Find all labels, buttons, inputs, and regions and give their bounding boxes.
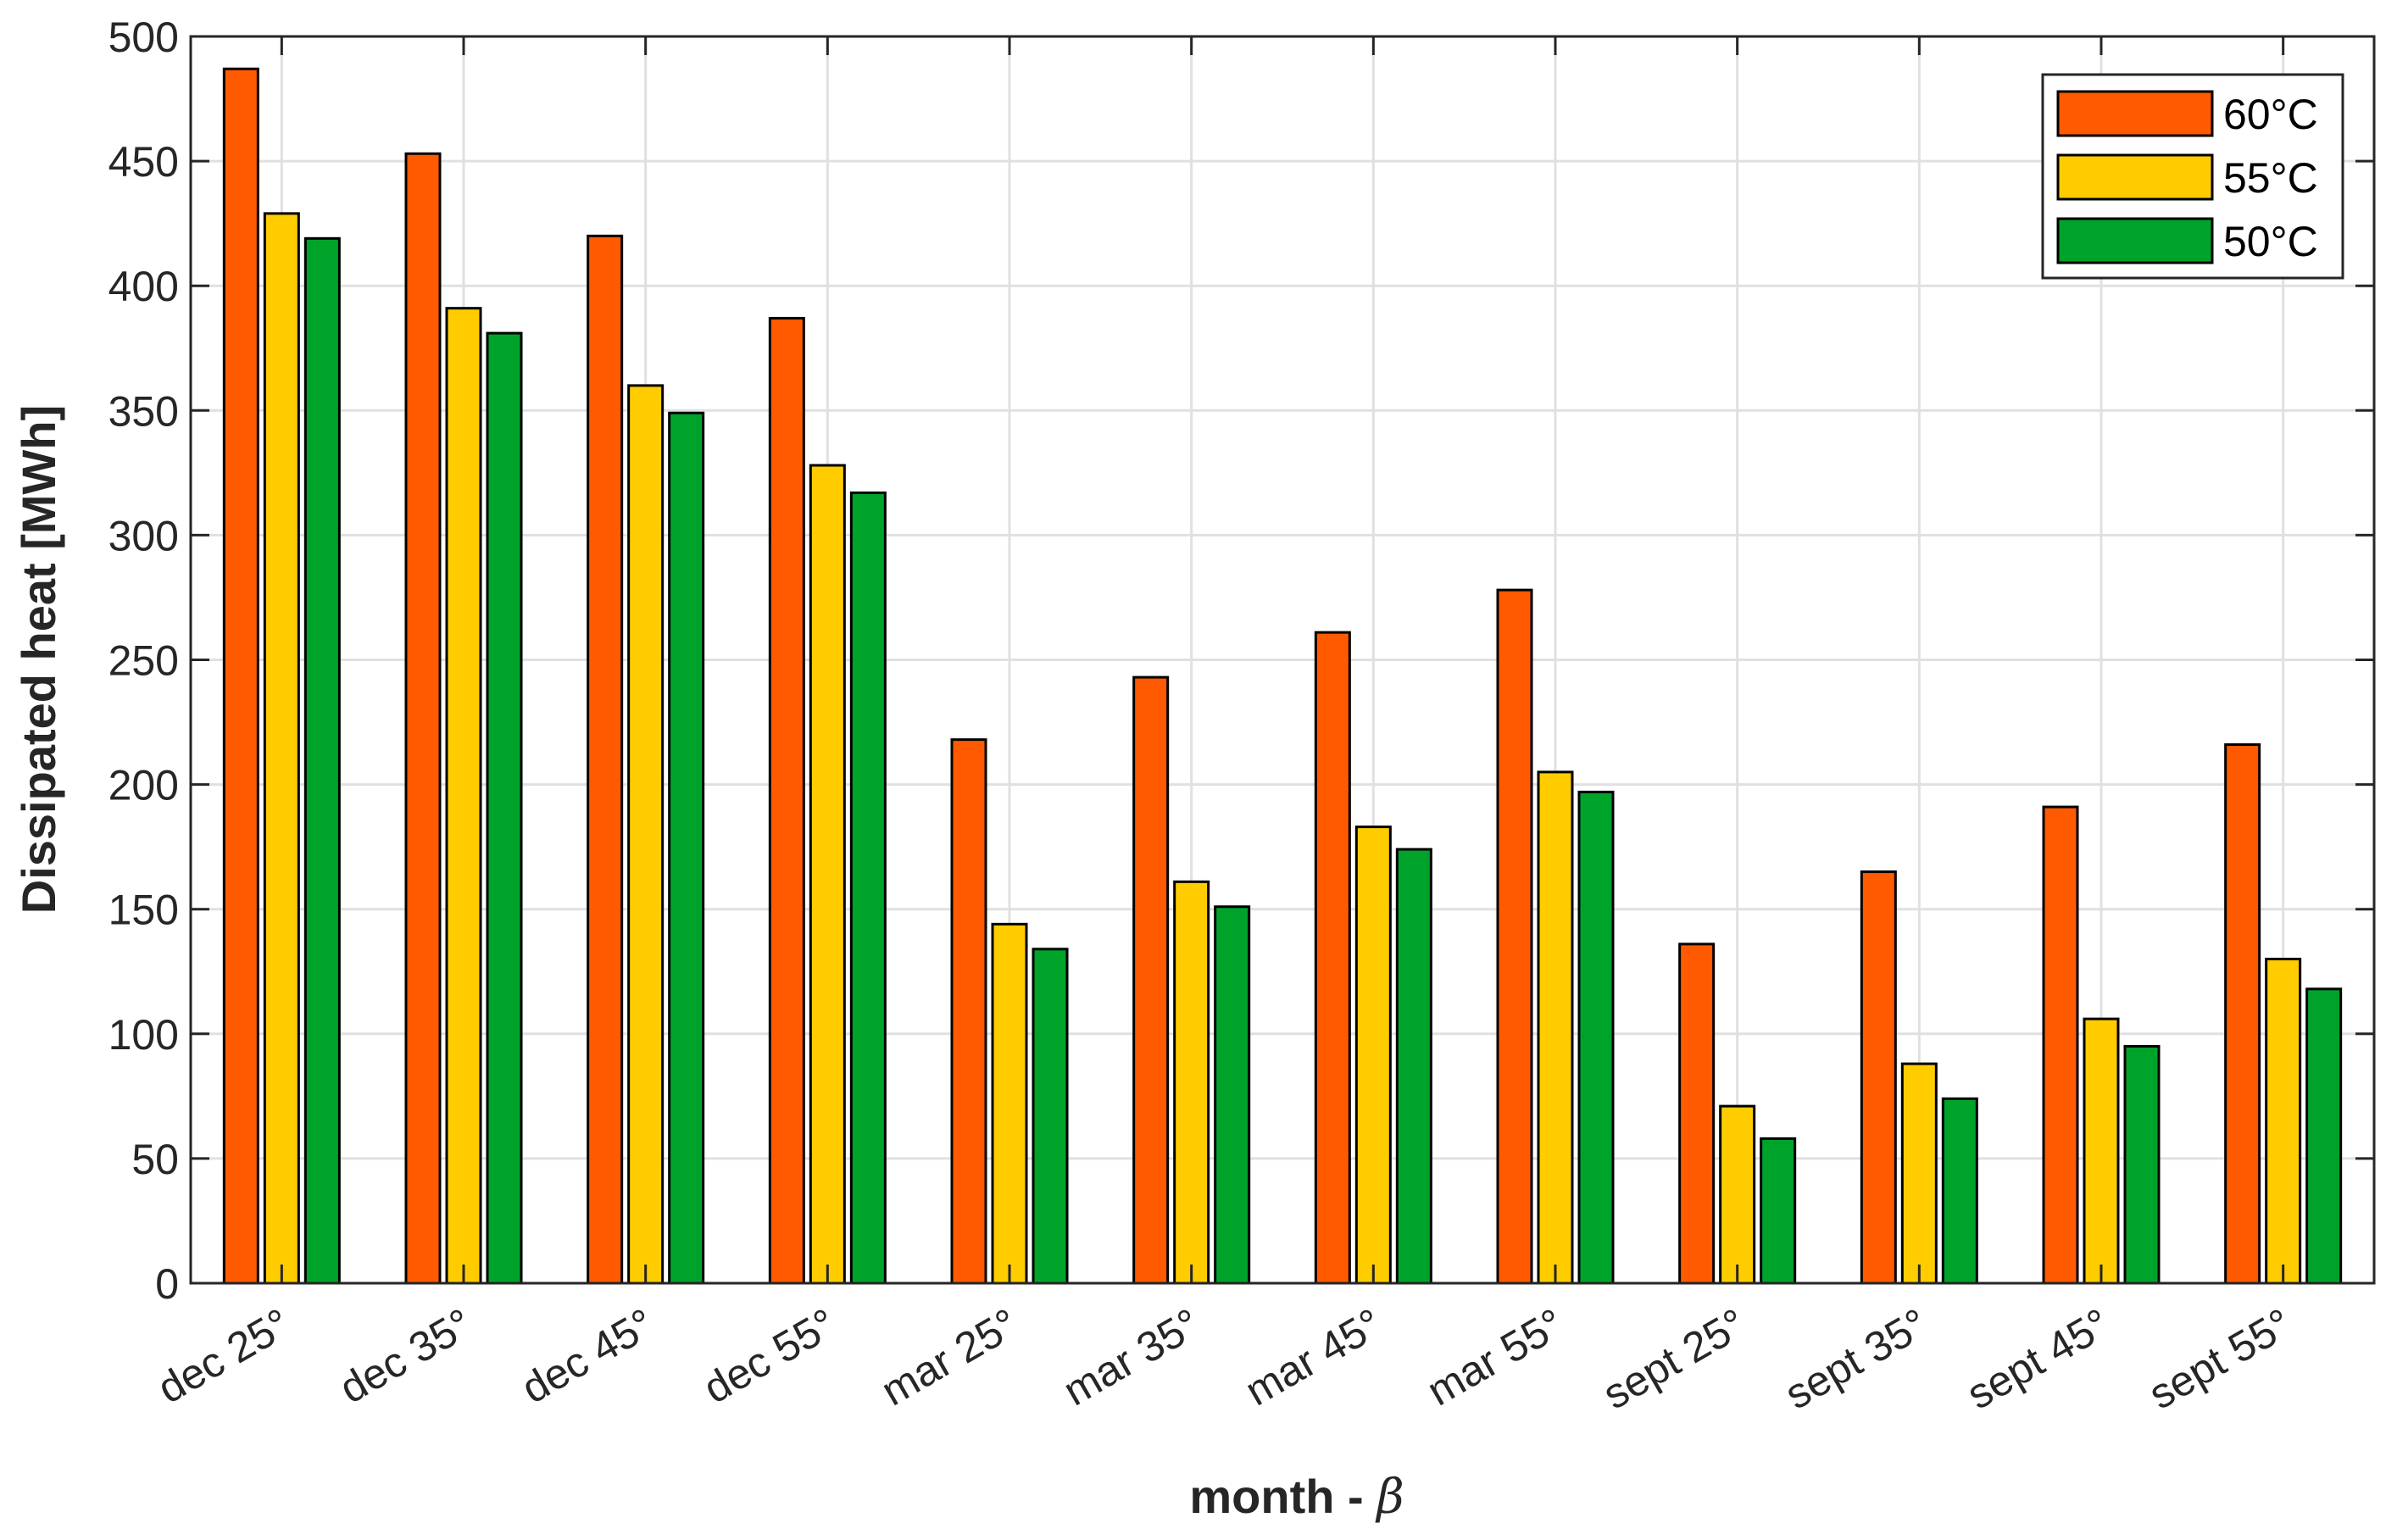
bar-55c-8: [1719, 1104, 1756, 1285]
y-tick-label: 450: [108, 138, 179, 186]
y-tick-label: 50: [131, 1136, 179, 1183]
bar-55c-10: [2083, 1017, 2120, 1285]
bar-50c-4: [1032, 948, 1069, 1285]
y-tick-label: 200: [108, 762, 179, 809]
bar-55c-4: [991, 922, 1028, 1285]
bar-60c-7: [1496, 588, 1533, 1285]
x-tick-label: sept 25°: [1595, 1299, 1754, 1419]
bar-50c-1: [486, 331, 523, 1285]
y-tick-label: 400: [108, 263, 179, 310]
bar-50c-10: [2123, 1045, 2161, 1285]
x-tick-label: mar 55°: [1419, 1299, 1571, 1415]
bar-55c-7: [1537, 770, 1574, 1285]
bar-60c-11: [2224, 743, 2261, 1285]
x-tick-label: mar 45°: [1237, 1299, 1390, 1415]
x-tick-label: mar 35°: [1055, 1299, 1208, 1415]
bar-55c-2: [627, 384, 665, 1285]
x-tick-label: sept 35°: [1777, 1299, 1935, 1419]
bar-50c-6: [1395, 848, 1432, 1285]
bar-55c-9: [1900, 1062, 1938, 1285]
x-tick-label: dec 35°: [331, 1299, 480, 1413]
legend-swatch: [2056, 217, 2214, 264]
y-tick-label: 250: [108, 637, 179, 685]
x-tick-label: mar 25°: [873, 1299, 1026, 1415]
bar-55c-0: [263, 212, 300, 1285]
x-tick-label: sept 45°: [1959, 1299, 2117, 1419]
legend: 60°C 55°C 50°C: [2041, 73, 2344, 280]
bars: [222, 67, 2343, 1285]
x-axis-label-text: month -: [1189, 1470, 1376, 1523]
bar-60c-8: [1678, 942, 1716, 1285]
legend-swatch: [2056, 90, 2214, 137]
bar-60c-10: [2042, 805, 2079, 1285]
bar-55c-3: [809, 464, 846, 1285]
bar-50c-7: [1577, 790, 1615, 1285]
bar-60c-5: [1132, 675, 1170, 1285]
x-tick-label: dec 55°: [696, 1299, 844, 1413]
bar-60c-1: [404, 152, 442, 1285]
y-tick-label: 350: [108, 387, 179, 435]
bar-60c-0: [222, 67, 259, 1285]
bar-60c-9: [1860, 870, 1897, 1285]
y-tick-label: 150: [108, 887, 179, 934]
x-tick-label: dec 45°: [514, 1299, 662, 1413]
bar-50c-5: [1214, 905, 1251, 1285]
x-tick-label: sept 55°: [2141, 1299, 2300, 1419]
bar-55c-1: [445, 307, 482, 1285]
bar-60c-2: [587, 234, 624, 1285]
y-tick-label: 300: [108, 512, 179, 559]
y-tick-label: 0: [155, 1260, 179, 1308]
x-axis-label-symbol: β: [1375, 1470, 1404, 1525]
bar-55c-6: [1354, 826, 1392, 1285]
bar-50c-11: [2305, 987, 2343, 1285]
bar-60c-6: [1314, 631, 1351, 1285]
bar-50c-2: [668, 411, 705, 1285]
y-tick-label: 500: [108, 14, 179, 61]
x-tick-label: dec 25°: [150, 1299, 298, 1413]
bar-50c-9: [1941, 1097, 1978, 1285]
bar-50c-0: [303, 236, 341, 1285]
bar-60c-4: [950, 738, 987, 1285]
bar-50c-3: [849, 491, 887, 1285]
bar-55c-11: [2265, 958, 2302, 1285]
x-axis-label: month - β: [1189, 1470, 1404, 1525]
y-axis-label: Dissipated heat [MWh]: [12, 405, 65, 914]
legend-label: 55°C: [2223, 154, 2318, 202]
bar-55c-5: [1173, 880, 1210, 1285]
legend-label: 60°C: [2223, 91, 2318, 138]
bar-50c-8: [1760, 1137, 1797, 1285]
legend-label: 50°C: [2223, 218, 2318, 265]
y-tick-label: 100: [108, 1011, 179, 1059]
legend-swatch: [2056, 153, 2214, 201]
bar-60c-3: [768, 316, 805, 1285]
